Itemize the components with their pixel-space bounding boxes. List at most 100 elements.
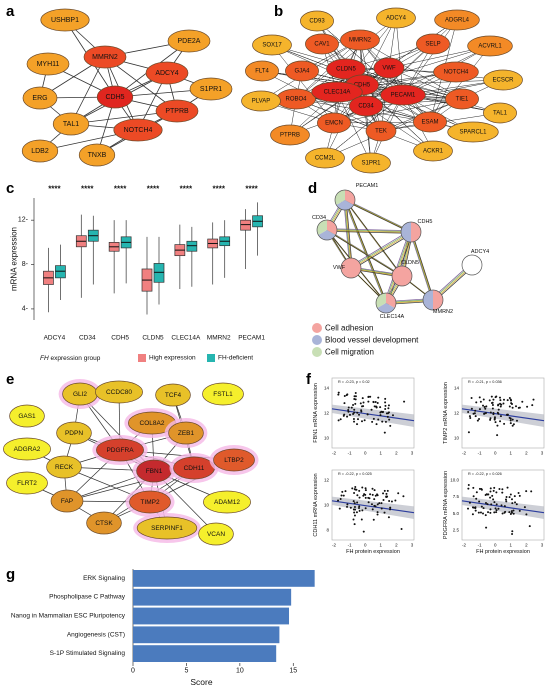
scatter-point: [389, 508, 392, 511]
scatter-point: [528, 525, 531, 528]
scatter-point: [517, 491, 520, 494]
network-e-node: [86, 511, 122, 535]
network-b-node: [434, 9, 480, 31]
network-d-edge: [351, 232, 412, 269]
bar-chart-g: ERK Signaling Phospholipase C Pathway Nano…: [11, 569, 315, 686]
scatter-point: [376, 494, 379, 497]
scatter-y-tick: 8: [326, 528, 329, 533]
scatter-point: [512, 512, 515, 515]
network-b-edge: [361, 17, 397, 86]
network-b-edge: [333, 98, 463, 124]
scatter-y-tick: 10: [454, 436, 460, 441]
network-d-node-label: CDH5: [418, 219, 433, 225]
network-d-edge: [346, 201, 404, 278]
network-b-node-label: FLT4: [255, 69, 269, 75]
scatter-ci-band: [462, 404, 544, 427]
network-d-node-slice: [433, 290, 443, 310]
scatter-point: [346, 503, 349, 506]
scatter-point: [495, 395, 498, 398]
scatter-point: [347, 410, 350, 413]
scatter-point: [387, 411, 390, 414]
network-b-edge: [359, 39, 431, 123]
scatter-point: [377, 418, 380, 421]
network-e-node-label: FLRT2: [17, 480, 37, 487]
scatter-point: [478, 408, 481, 411]
network-b-node-label: ACKR1: [423, 149, 444, 155]
network-b-node-label: SOX17: [262, 43, 282, 49]
scatter-point: [394, 499, 397, 502]
scatter-point: [510, 510, 513, 513]
network-e-node-label: GLI2: [73, 391, 87, 398]
scatter-point: [496, 424, 499, 427]
scatter-point: [490, 395, 493, 398]
scatter-point: [373, 405, 376, 408]
scatter-point: [353, 420, 356, 423]
scatter-point: [383, 431, 386, 434]
scatter-point: [499, 420, 502, 423]
bar-category-label: S-1P Stimulated Signaling: [50, 650, 126, 657]
network-d-edge: [345, 201, 388, 305]
network-b-node: [445, 88, 479, 110]
scatter-point: [474, 415, 477, 418]
scatter-point: [491, 494, 494, 497]
network-d-edge: [352, 233, 413, 270]
bar-x-tick-label: 0: [131, 668, 135, 675]
scatter-point: [352, 417, 355, 420]
network-b-edge: [345, 68, 463, 100]
network-d-node: [334, 189, 356, 211]
scatter-x-tick: 1: [510, 451, 513, 456]
network-e-node: [96, 438, 144, 462]
scatter-point: [358, 506, 361, 509]
box-high-expression: [240, 219, 251, 231]
scatter-point: [475, 491, 478, 494]
scatter-point: [515, 503, 518, 506]
scatter-point: [363, 419, 366, 422]
scatter-x-tick: -1: [348, 543, 352, 548]
network-a-node-label: MMRN2: [92, 54, 118, 61]
network-a-node-label: CDH5: [105, 94, 124, 101]
scatter-point: [479, 511, 482, 514]
scatter-point: [525, 490, 528, 493]
network-d-node-slice: [401, 222, 411, 242]
scatter-point: [389, 506, 392, 509]
scatter-point: [361, 486, 364, 489]
scatter-point: [376, 503, 379, 506]
scatter-point: [353, 397, 356, 400]
panel-label-g: g: [6, 566, 16, 583]
scatter-point: [350, 406, 353, 409]
network-a-node: [189, 77, 233, 101]
scatter-point: [386, 489, 389, 492]
network-b-node: [433, 61, 479, 83]
bar-category-label: ERK Signaling: [83, 575, 125, 582]
scatter-point: [482, 512, 485, 515]
scatter-point: [384, 397, 387, 400]
scatter-point: [366, 413, 369, 416]
network-e-node: [203, 490, 251, 514]
bar: [133, 645, 277, 662]
network-d-edge: [345, 200, 387, 304]
x-tick-label: CD34: [79, 335, 96, 342]
network-b-node: [373, 57, 405, 79]
scatter-point: [353, 411, 356, 414]
scatter-point: [373, 489, 376, 492]
scatter-point: [491, 407, 494, 410]
network-b-node: [311, 81, 363, 103]
network-b-edge: [289, 94, 404, 136]
scatter-point: [480, 505, 483, 508]
scatter-point: [485, 526, 488, 529]
network-d-node: [422, 289, 444, 311]
network-b-node-label: PLVAP: [252, 99, 270, 105]
network-a-node-label: NOTCH4: [124, 127, 153, 134]
network-b-node: [317, 112, 351, 134]
network-e-node: [198, 522, 234, 546]
legend-label-deficient: FH-deficient: [218, 355, 253, 362]
scatter-point: [484, 407, 487, 410]
scatter-point: [356, 423, 359, 426]
scatter-point: [371, 487, 374, 490]
scatter-ci-band: [332, 496, 414, 519]
scatter-point: [495, 509, 498, 512]
bar-x-axis-title: Score: [190, 677, 212, 686]
scatter-point: [476, 419, 479, 422]
scatter-point: [489, 496, 492, 499]
scatter-point: [494, 421, 497, 424]
